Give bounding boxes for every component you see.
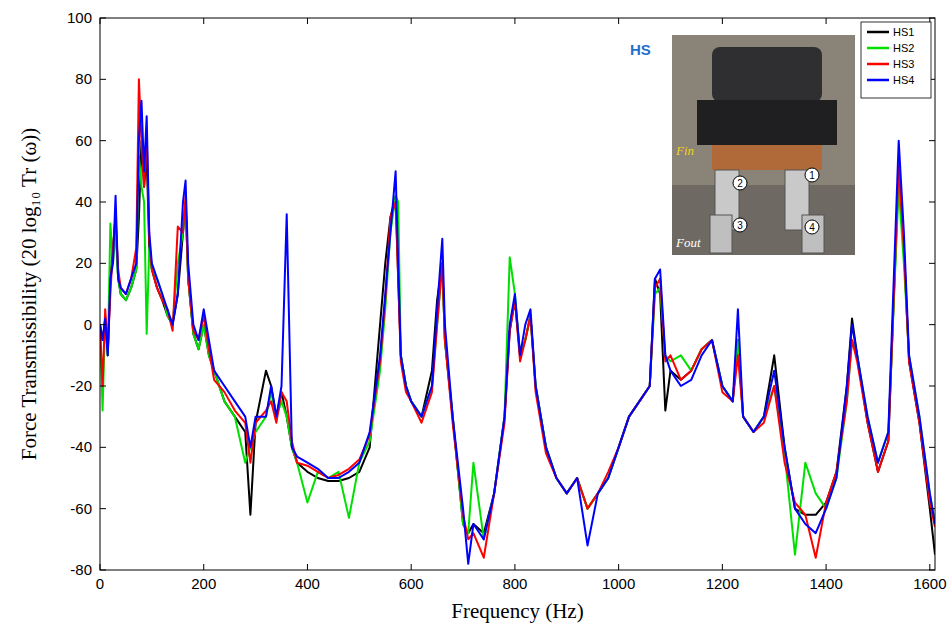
legend-label: HS2 (893, 42, 914, 54)
inset-title: HS (630, 41, 651, 58)
y-tick (929, 570, 935, 571)
y-tick-label: -20 (70, 377, 92, 394)
plot-area (100, 79, 935, 564)
y-tick (100, 508, 106, 509)
x-tick-label: 400 (295, 575, 320, 592)
chart: 02004006008001000120014001600-80-60-40-2… (0, 0, 950, 631)
y-tick-label: 0 (84, 316, 92, 333)
y-tick (929, 508, 935, 509)
mount (802, 215, 824, 253)
y-tick (100, 79, 106, 80)
x-tick (514, 564, 515, 570)
y-tick (100, 263, 106, 264)
photo-floor (672, 185, 855, 255)
background (0, 0, 950, 631)
y-tick-label: 40 (75, 193, 92, 210)
point-marker (805, 168, 819, 182)
y-tick (100, 386, 106, 387)
x-tick-label: 200 (191, 575, 216, 592)
legend-label: HS1 (893, 26, 914, 38)
x-tick-label: 800 (502, 575, 527, 592)
plot-frame (100, 18, 935, 570)
series-line (100, 156, 935, 555)
series-line (100, 141, 935, 555)
x-tick-label: 0 (96, 575, 104, 592)
x-tick (722, 564, 723, 570)
x-tick (411, 18, 412, 24)
x-tick (618, 18, 619, 24)
legend: HS1 HS2 HS3 HS4 (861, 22, 931, 98)
point-number: 4 (809, 222, 815, 233)
y-tick (100, 202, 106, 203)
y-tick-label: -40 (70, 438, 92, 455)
x-tick (100, 18, 101, 24)
y-tick (100, 140, 106, 141)
x-tick (203, 564, 204, 570)
x-tick (618, 564, 619, 570)
mount (710, 215, 732, 253)
y-tick (929, 18, 935, 19)
y-axis-title: Force Transmissibility (20 log₁₀ Tr (ω)) (17, 128, 41, 460)
y-tick (100, 324, 106, 325)
y-tick-label: 80 (75, 70, 92, 87)
x-tick (307, 564, 308, 570)
x-tick-label: 1400 (809, 575, 842, 592)
y-tick-label: -60 (70, 500, 92, 517)
legend-label: HS4 (893, 74, 914, 86)
point-number: 3 (737, 220, 743, 231)
point-number: 2 (737, 178, 743, 189)
x-tick-label: 1600 (913, 575, 946, 592)
force-in-label: Fin (675, 143, 694, 158)
point-marker (733, 176, 747, 190)
y-tick-label: 60 (75, 132, 92, 149)
x-tick-label: 1000 (602, 575, 635, 592)
y-tick-label: -80 (70, 561, 92, 578)
point-marker (805, 220, 819, 234)
x-axis-title: Frequency (Hz) (451, 599, 583, 623)
legend-box (861, 22, 931, 98)
y-tick (929, 140, 935, 141)
x-tick (100, 564, 101, 570)
x-tick (203, 18, 204, 24)
x-tick (722, 18, 723, 24)
x-tick-label: 600 (399, 575, 424, 592)
motor-coil (712, 145, 822, 170)
x-tick (514, 18, 515, 24)
y-tick (929, 263, 935, 264)
legend-label: HS3 (893, 58, 914, 70)
point-marker (733, 218, 747, 232)
y-tick (929, 386, 935, 387)
x-tick-label: 1200 (706, 575, 739, 592)
x-tick (307, 18, 308, 24)
series-line (100, 101, 935, 564)
motor-core (697, 100, 837, 145)
x-tick (929, 564, 930, 570)
y-tick-label: 20 (75, 254, 92, 271)
y-tick (100, 18, 106, 19)
inset-photo (672, 35, 855, 255)
legend-swatch (867, 31, 889, 34)
y-tick (929, 324, 935, 325)
legend-swatch (867, 47, 889, 50)
legend-swatch (867, 79, 889, 82)
y-tick (100, 447, 106, 448)
motor-top (712, 47, 822, 102)
point-number: 1 (809, 170, 815, 181)
y-tick (929, 202, 935, 203)
x-tick (411, 564, 412, 570)
x-tick (826, 564, 827, 570)
y-tick-label: 100 (67, 9, 92, 26)
photo-background (672, 35, 855, 255)
y-tick (929, 447, 935, 448)
force-out-label: Fout (675, 235, 701, 250)
x-tick (826, 18, 827, 24)
y-tick (100, 570, 106, 571)
legend-swatch (867, 63, 889, 66)
